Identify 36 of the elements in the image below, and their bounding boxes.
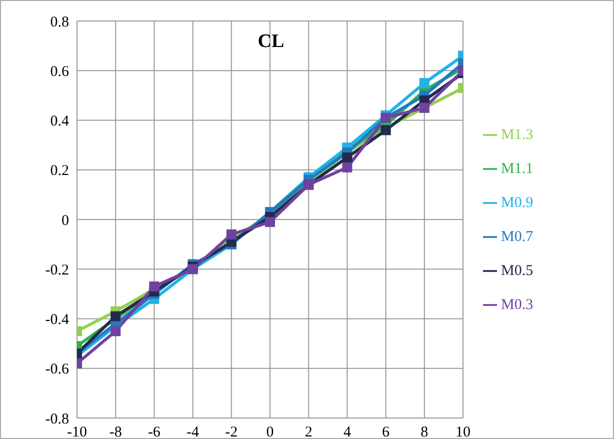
x-tick-label: 6 [382,424,390,439]
x-tick-label: -6 [148,424,161,439]
y-tick-label: -0.4 [45,312,70,328]
y-tick-label: 0.2 [50,163,69,180]
point [419,78,430,88]
point [265,216,275,227]
x-tick-label: -8 [109,424,122,439]
legend-label: M0.3 [501,296,534,312]
y-tick-label: 0.8 [50,14,69,30]
point [342,162,352,172]
point [226,229,236,240]
point [110,311,121,322]
legend-label: M0.5 [501,262,534,278]
point [110,326,121,336]
y-tick-label: 0 [62,212,69,229]
y-tick-label: 0.4 [50,114,70,130]
legend-label: M1.1 [501,160,534,176]
x-tick-label: 8 [420,424,428,439]
x-tick-label: -4 [186,424,200,439]
legend-label: M1.3 [501,126,534,142]
x-tick-label: 4 [343,424,352,439]
x-tick-label: -2 [225,424,238,439]
x-tick-label: 10 [456,424,470,439]
text: CL [256,31,286,53]
y-tick-label: -0.8 [45,411,69,428]
point [380,125,391,136]
y-tick-label: -0.6 [45,362,70,378]
x-tick-label: 0 [266,424,274,439]
x-tick-label: -10 [67,424,87,439]
x-tick-label: 2 [304,424,312,439]
point [342,152,352,162]
y-tick-label: -0.2 [45,262,69,278]
legend-label: M0.7 [501,228,534,244]
y-tick-label: 0.6 [50,64,70,80]
legend-label: M0.9 [501,194,534,210]
point [149,281,160,292]
